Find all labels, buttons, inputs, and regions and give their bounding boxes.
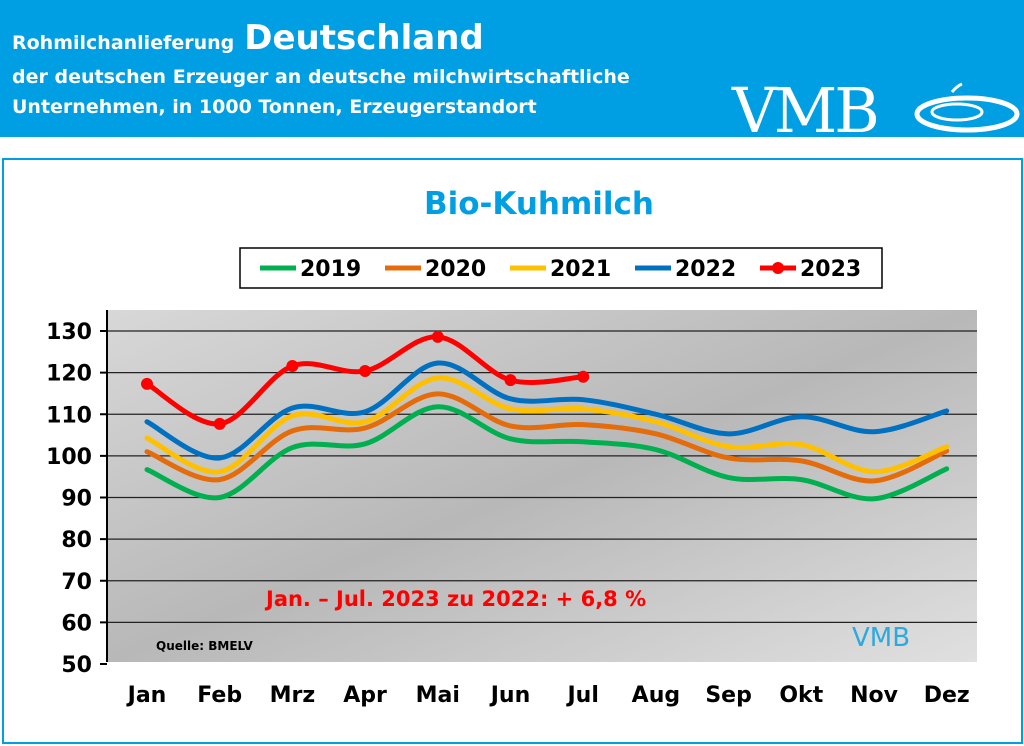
- header-line1: Rohmilchanlieferung Deutschland: [12, 18, 484, 58]
- data-point-2023: [213, 417, 226, 430]
- series-line-2020: [144, 391, 950, 484]
- legend-label-2022: 2022: [675, 257, 736, 282]
- x-tick-label: Dez: [924, 683, 970, 708]
- legend-label-2021: 2021: [550, 257, 611, 282]
- x-tick-label: Apr: [343, 683, 387, 708]
- series-line-2022: [144, 360, 950, 461]
- y-tick-label: 120: [46, 362, 92, 387]
- data-point-2023: [577, 370, 590, 383]
- y-tick-label: 70: [61, 570, 92, 595]
- source-label: Quelle: BMELV: [156, 639, 254, 653]
- header-subtitle: Rohmilchanlieferung: [12, 32, 235, 54]
- legend-label-2023: 2023: [800, 257, 861, 282]
- y-tick-label: 90: [61, 487, 92, 512]
- legend-marker: [772, 262, 784, 274]
- header-country: Deutschland: [244, 18, 484, 58]
- header-line2: der deutschen Erzeuger an deutsche milch…: [12, 66, 630, 88]
- chart: Bio-Kuhmilch 2019 2020 2021 2022 2023 50 60 70…: [46, 186, 977, 708]
- x-tick-label: Jun: [489, 683, 531, 708]
- x-tick-label: Mai: [416, 683, 460, 708]
- y-tick-label: 80: [61, 528, 92, 553]
- y-tick-label: 110: [46, 403, 92, 428]
- x-tick-label: Okt: [779, 683, 823, 708]
- x-tick-label: Nov: [850, 683, 899, 708]
- series-line-2019: [144, 404, 950, 502]
- header-line3: Unternehmen, in 1000 Tonnen, Erzeugersta…: [12, 96, 537, 118]
- y-tick-label: 130: [46, 320, 92, 345]
- legend-label-2019: 2019: [300, 257, 361, 282]
- plot-area: [107, 310, 977, 662]
- x-tick-label: Mrz: [270, 683, 316, 708]
- y-tick-label: 60: [61, 611, 92, 636]
- x-tick-label: Feb: [197, 683, 242, 708]
- legend-label-2020: 2020: [425, 257, 486, 282]
- vmb-watermark: VMB: [852, 623, 910, 653]
- data-point-2023: [286, 359, 299, 372]
- y-tick-label: 100: [46, 445, 92, 470]
- data-point-2023: [504, 374, 517, 387]
- y-tick-label: 50: [61, 653, 92, 678]
- header: Rohmilchanlieferung Deutschland der deuts…: [0, 0, 1024, 147]
- x-tick-label: Sep: [705, 683, 752, 708]
- x-tick-label: Aug: [632, 683, 680, 708]
- chart-title: Bio-Kuhmilch: [424, 186, 654, 222]
- series-line-2021: [144, 375, 950, 475]
- data-point-2023: [431, 330, 444, 343]
- vmb-logo: VMB: [732, 74, 1020, 147]
- data-point-2023: [141, 377, 153, 390]
- x-tick-label: Jul: [566, 683, 599, 708]
- chart-panel: Bio-Kuhmilch 2019 2020 2021 2022 2023 50 60 70…: [2, 158, 1023, 744]
- x-tick-label: Jan: [126, 683, 167, 708]
- vmb-logo-swirl-icon: [914, 82, 1020, 133]
- data-point-2023: [359, 364, 372, 377]
- annotation: Jan. – Jul. 2023 zu 2022: + 6,8 %: [264, 587, 646, 611]
